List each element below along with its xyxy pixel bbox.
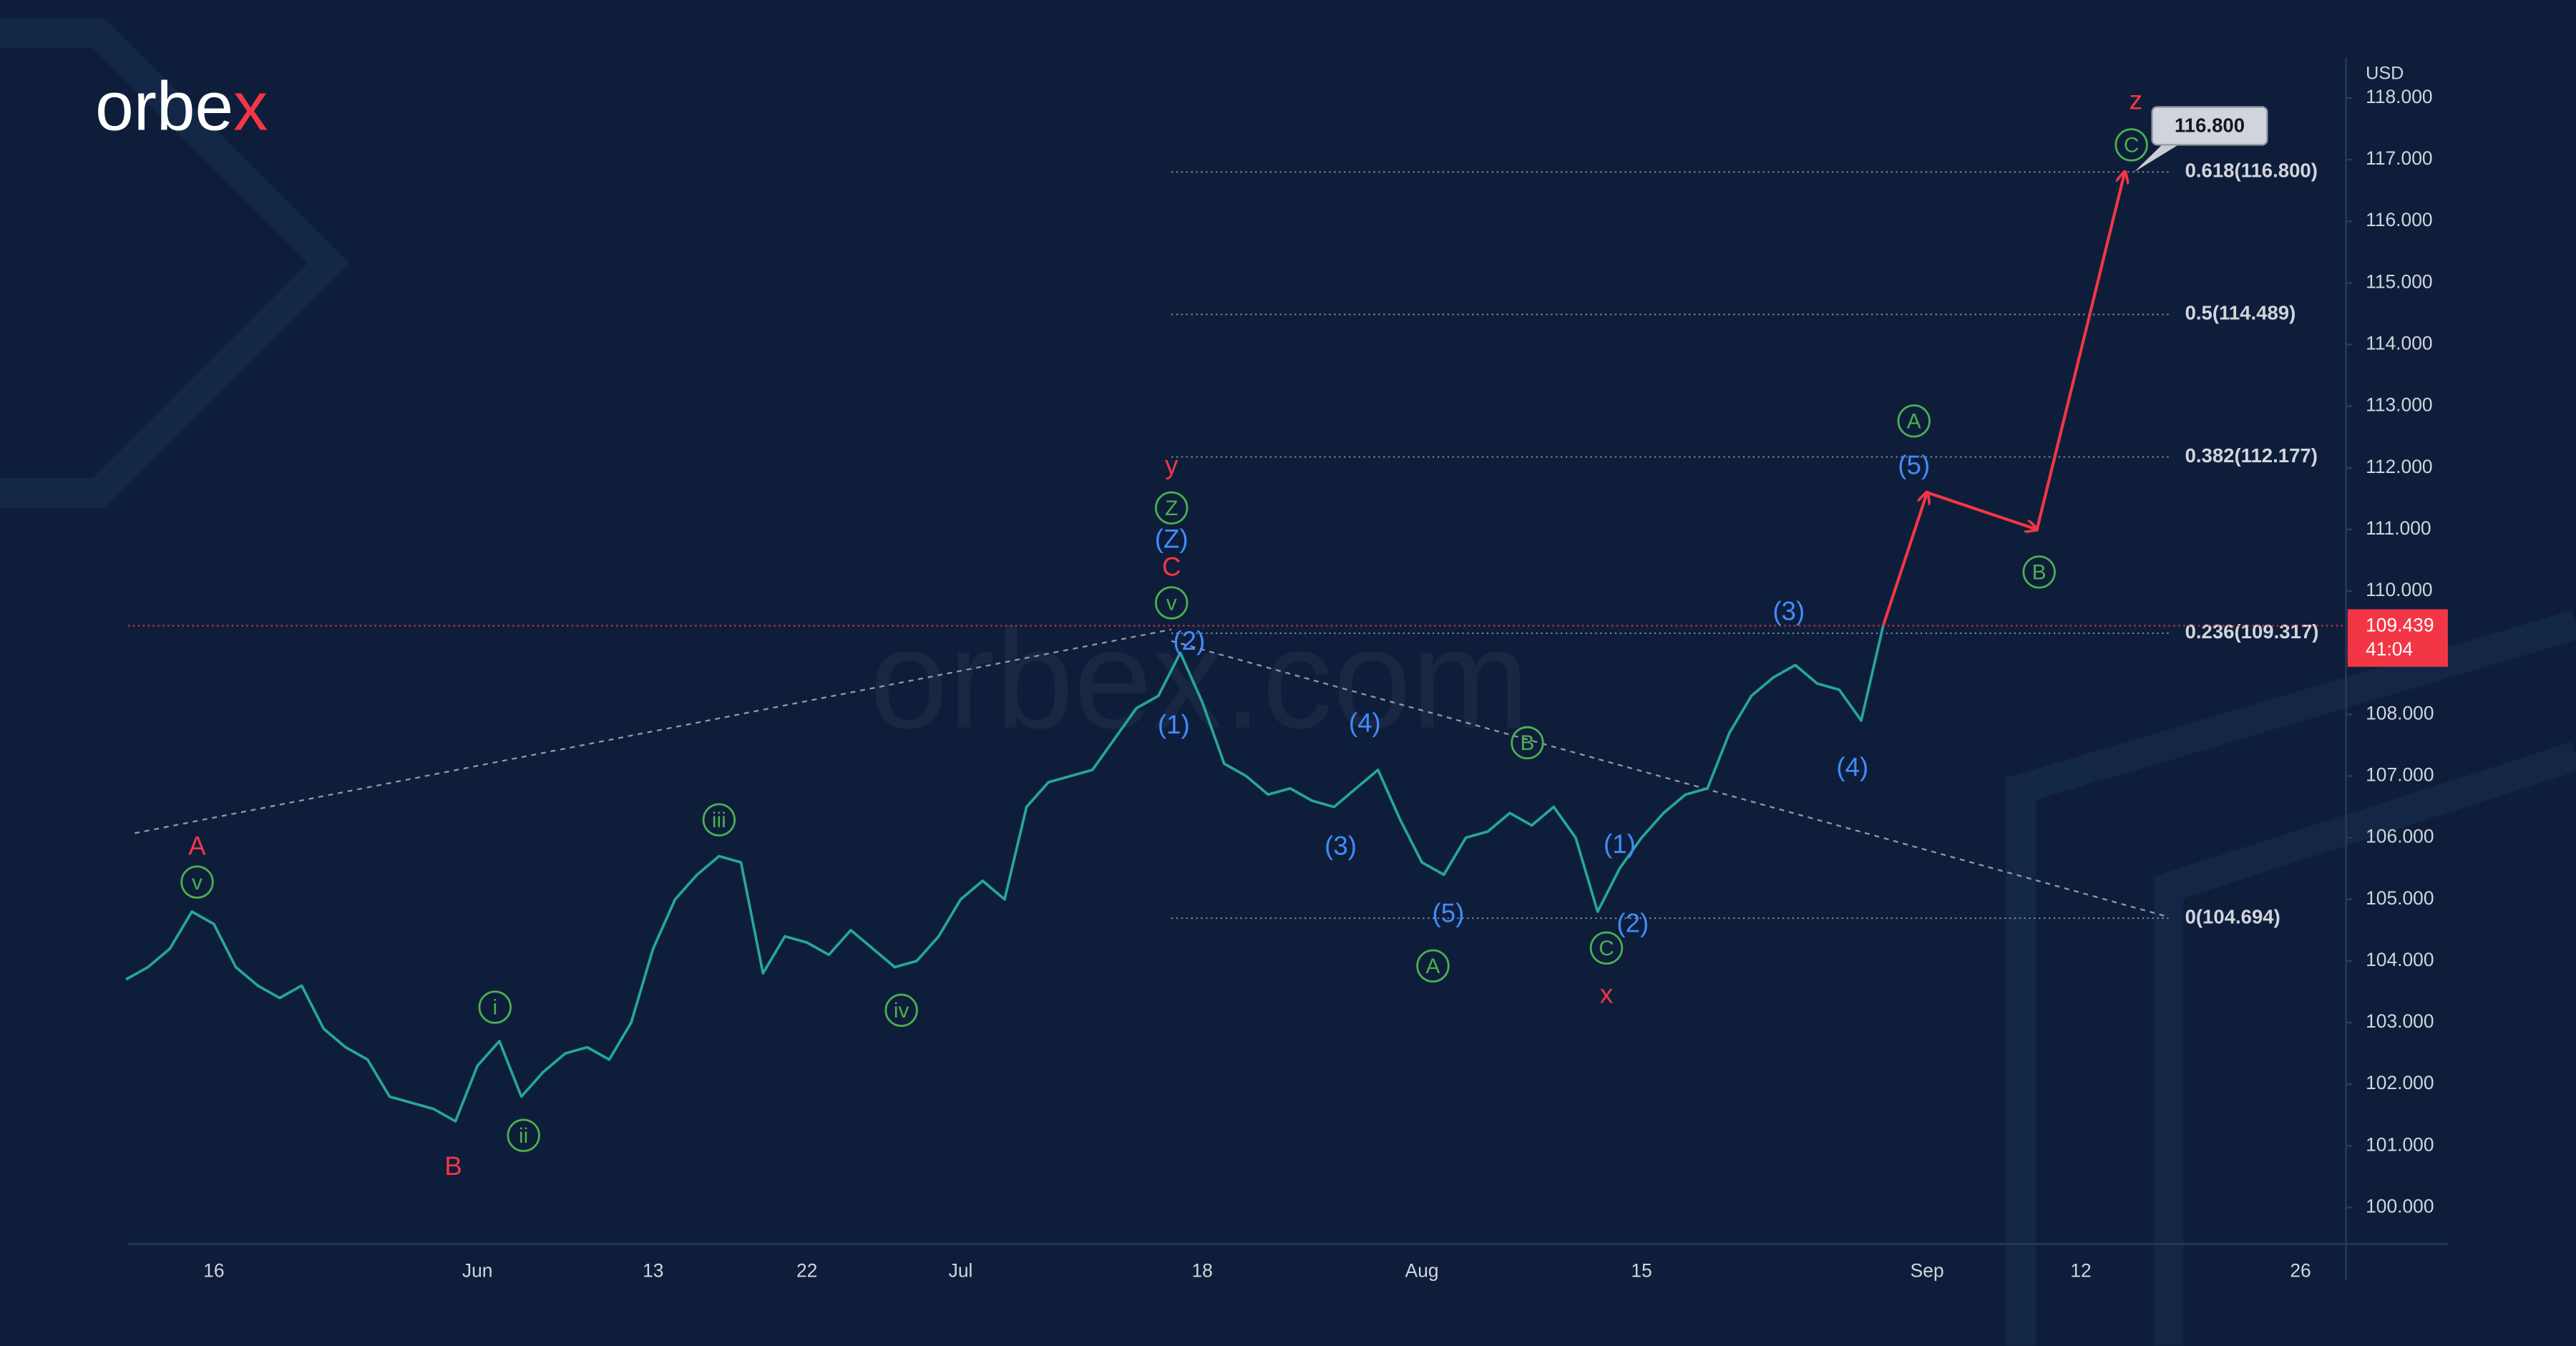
wave-circle [507,1118,540,1152]
y-tick-label: 118.000 [2366,86,2432,107]
y-tick-label: 106.000 [2366,826,2434,847]
y-tick-label: 105.000 [2366,887,2434,909]
wave-label: i [492,996,497,1020]
y-tick-label: 110.000 [2366,579,2432,600]
wave-label: C [2124,134,2140,157]
wave-label: v [192,871,203,894]
wave-circle [2114,128,2148,162]
x-tick-label: Sep [1911,1259,1944,1281]
fib-label: 0.236(109.317) [2185,620,2319,643]
wave-label: B [444,1151,462,1181]
wave-label: (3) [1772,597,1805,626]
price-tag-countdown: 41:04 [2366,638,2413,660]
wave-label: A [188,832,206,861]
wave-label: y [1165,450,1179,479]
wave-label: iii [712,809,726,832]
wave-circle [180,865,214,899]
x-tick-label: 12 [2070,1259,2091,1281]
x-tick-label: Aug [1405,1259,1439,1281]
wave-label: B [1521,731,1535,755]
trend-line [135,628,1172,834]
y-tick-label: 113.000 [2366,394,2432,416]
wave-label: ii [519,1124,528,1148]
wave-circle [478,990,512,1024]
wave-label: A [1907,410,1921,434]
projection-arrow [1881,492,1927,627]
y-tick-label: 111.000 [2366,517,2431,539]
wave-label: z [2129,85,2142,114]
wave-circle [1589,931,1624,965]
y-tick-label: 115.000 [2366,270,2432,292]
currency-label: USD [2366,63,2404,83]
y-tick-label: 107.000 [2366,764,2434,785]
y-tick-label: 104.000 [2366,949,2434,970]
wave-label: C [1162,552,1181,581]
callout-box [2151,106,2268,146]
x-tick-label: 18 [1192,1259,1213,1281]
fib-label: 0.5(114.489) [2185,302,2296,324]
x-tick-label: 13 [643,1259,663,1281]
y-tick-label: 117.000 [2366,147,2432,169]
y-tick-label: 101.000 [2366,1133,2434,1155]
price-tag-value: 109.439 [2366,615,2434,636]
wave-circle [1155,586,1189,620]
watermark: orbex.com [869,600,1529,758]
wave-label: B [2032,561,2046,585]
x-tick-label: Jun [462,1259,493,1281]
y-tick-label: 102.000 [2366,1072,2434,1093]
wave-label: C [1599,937,1614,960]
x-tick-label: 15 [1631,1259,1652,1281]
background-decoration [0,18,2576,1346]
wave-label: (2) [1616,908,1649,937]
wave-label: x [1600,979,1613,1008]
trend-line [1171,640,2169,918]
y-tick-label: 116.000 [2366,209,2432,230]
x-tick-label: Jul [949,1259,973,1281]
price-tag [2347,609,2448,667]
y-tick-label: 103.000 [2366,1010,2434,1032]
y-tick-label: 108.000 [2366,702,2434,723]
wave-label: Z [1165,497,1178,520]
wave-circle [1416,949,1450,983]
brand-main: orbe [95,69,233,145]
plot: 100.000 101.000 102.000 103.000 104.000 105.0… [125,85,2448,1281]
y-tick-label: 114.000 [2366,332,2432,353]
x-tick-label: 26 [2290,1259,2311,1281]
x-tick-label: 22 [796,1259,817,1281]
wave-label: (1) [1604,829,1636,859]
callout-pointer [2134,145,2179,172]
brand-logo: orbex [95,69,268,145]
x-tick-label: 16 [203,1259,224,1281]
wave-label: iv [894,999,909,1023]
fib-label: 0(104.694) [2185,905,2280,927]
wave-label: (3) [1324,832,1357,861]
price-line [125,625,1885,1123]
wave-circle [884,993,918,1028]
brand-accent: x [233,69,268,145]
wave-label: (5) [1433,899,1465,928]
fib-label: 0.382(112.177) [2185,444,2318,467]
wave-label: (Z) [1155,525,1189,554]
fib-label: 0.618(116.800) [2185,160,2318,182]
wave-circle [2022,555,2056,589]
wave-label: (2) [1173,626,1205,655]
y-tick-label: 100.000 [2366,1195,2434,1216]
y-tick-label: 112.000 [2366,456,2432,477]
wave-circle [1897,404,1931,438]
projection-arrow [1926,491,2036,530]
callout-label: 116.800 [2175,114,2245,136]
wave-circle [1511,726,1544,760]
wave-label: v [1166,592,1177,615]
wave-label: (5) [1898,450,1930,479]
wave-circle [702,803,736,837]
wave-label: (1) [1158,710,1190,739]
projection-arrow [2035,172,2125,530]
wave-circle [1155,491,1189,525]
wave-label: (4) [1349,708,1381,737]
wave-label: A [1426,955,1440,978]
wave-label: (4) [1836,752,1868,781]
